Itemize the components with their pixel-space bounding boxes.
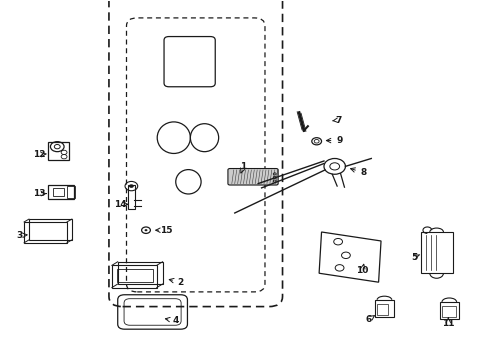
Bar <box>376 304 387 315</box>
Bar <box>53 188 64 196</box>
Bar <box>374 300 393 317</box>
Text: 6: 6 <box>365 315 371 324</box>
Text: 9: 9 <box>336 136 342 145</box>
Text: 4: 4 <box>172 316 178 325</box>
Text: 7: 7 <box>335 116 341 125</box>
Text: 13: 13 <box>33 189 46 198</box>
Bar <box>117 269 153 282</box>
Text: 15: 15 <box>160 226 172 235</box>
Bar <box>48 185 74 199</box>
Text: 14: 14 <box>114 200 127 209</box>
FancyBboxPatch shape <box>227 168 278 185</box>
Bar <box>441 306 455 317</box>
Text: 10: 10 <box>356 266 368 275</box>
Text: 12: 12 <box>33 150 46 159</box>
Bar <box>24 222 67 243</box>
Bar <box>439 302 458 319</box>
Bar <box>67 186 75 198</box>
Text: 11: 11 <box>441 319 454 328</box>
Text: 3: 3 <box>16 231 22 240</box>
Circle shape <box>129 184 134 188</box>
Bar <box>29 219 72 240</box>
Bar <box>112 265 157 288</box>
Circle shape <box>144 229 147 231</box>
Text: 5: 5 <box>410 253 416 262</box>
Text: 8: 8 <box>360 168 366 177</box>
Bar <box>48 141 69 160</box>
Bar <box>118 262 162 284</box>
Text: 2: 2 <box>177 278 183 287</box>
Bar <box>420 232 452 273</box>
Text: 1: 1 <box>240 162 246 171</box>
Bar <box>128 185 135 210</box>
